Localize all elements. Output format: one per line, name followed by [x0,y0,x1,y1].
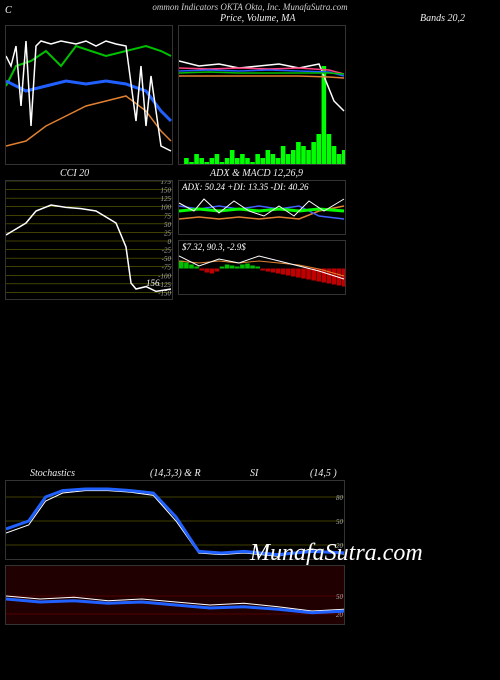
svg-text:50: 50 [336,518,344,526]
svg-text:75: 75 [164,212,172,220]
adx-macd-title: ADX & MACD 12,26,9 [210,168,303,179]
stoch-title-si: SI [250,468,258,479]
svg-text:156: 156 [146,278,160,288]
cci-panel: 1751501251007550250-25-50-75-100-125-150… [5,180,173,300]
svg-text:25: 25 [164,229,172,237]
price-chart-right [179,26,346,165]
rsi-panel: 5020 [5,565,345,625]
adx-panel: ADX: 50.24 +DI: 13.35 -DI: 40.26 [178,180,346,235]
svg-text:-100: -100 [158,272,171,280]
svg-text:150: 150 [161,187,172,195]
bands-title: Bands 20,2 [420,13,465,24]
svg-text:0: 0 [168,238,172,246]
svg-text:20: 20 [336,542,344,550]
stoch-title-right: (14,5 ) [310,468,337,479]
svg-text:-125: -125 [158,281,171,289]
page-header: ommon Indicators OKTA Okta, Inc. MunafaS… [0,2,500,12]
svg-text:-75: -75 [162,264,172,272]
stochastics-chart: 80 50 20 [6,481,345,560]
adx-values: ADX: 50.24 +DI: 13.35 -DI: 40.26 [182,182,309,192]
svg-text:50: 50 [164,221,172,229]
cci-chart: 1751501251007550250-25-50-75-100-125-150… [6,181,173,300]
stoch-title-mid: (14,3,3) & R [150,468,201,479]
price-panel-left [5,25,173,165]
cci-title: CCI 20 [60,168,89,179]
svg-text:100: 100 [161,204,172,212]
macd-values: $7.32, 90.3, -2.9$ [182,242,246,252]
svg-text:80: 80 [336,494,344,502]
price-chart-left [6,26,173,165]
macd-panel: $7.32, 90.3, -2.9$ [178,240,346,295]
price-panel-right [178,25,346,165]
svg-text:-175: -175 [158,298,171,300]
svg-text:-25: -25 [162,247,172,255]
svg-text:50: 50 [336,593,344,601]
svg-text:175: 175 [161,181,172,186]
stoch-title-left: Stochastics [30,468,75,479]
svg-text:125: 125 [161,195,172,203]
stochastics-panel: 80 50 20 [5,480,345,560]
price-title: Price, Volume, MA [220,13,296,24]
rsi-chart: 5020 [6,566,345,625]
svg-text:-50: -50 [162,255,172,263]
